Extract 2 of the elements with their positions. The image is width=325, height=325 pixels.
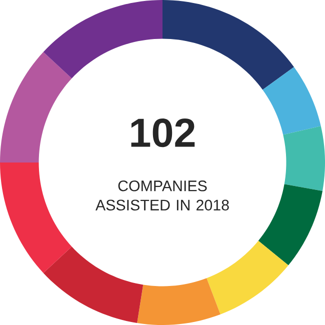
text: COMPANIES ASSISTED IN 2018 [96,180,229,210]
text: 102 [131,118,195,148]
